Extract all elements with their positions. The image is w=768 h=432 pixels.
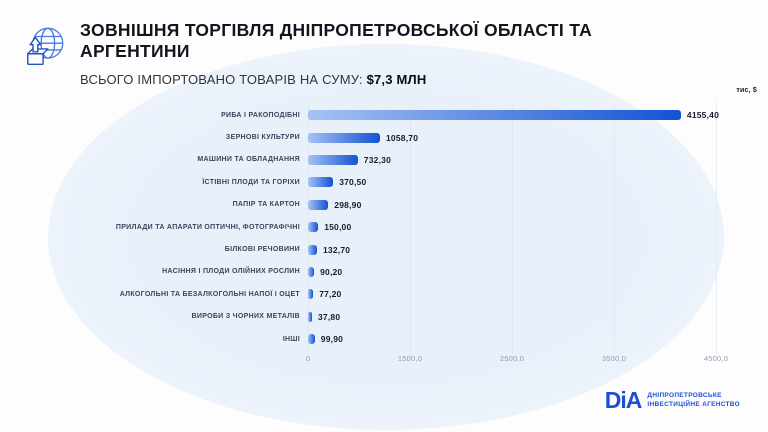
value-label: 1058,70 xyxy=(386,132,419,143)
bar-track: 132,70 xyxy=(308,238,768,260)
bar xyxy=(308,222,319,233)
bar xyxy=(308,199,329,210)
gridline xyxy=(716,102,717,354)
bar-row: ІНШІ 99,90 xyxy=(0,328,768,350)
axis-tick-label: 4500,0 xyxy=(703,354,729,364)
bar-chart: РИБА І РАКОПОДІБНІ 4155,40 ЗЕРНОВІ КУЛЬТУР… xyxy=(0,102,768,368)
bar-track: 37,80 xyxy=(308,306,768,328)
bar xyxy=(308,154,358,165)
value-label: 132,70 xyxy=(323,244,351,255)
value-label: 150,00 xyxy=(324,222,352,233)
gridline xyxy=(512,102,513,354)
dia-logo-text-line2: ІНВЕСТИЦІЙНЕ АГЕНСТВО xyxy=(647,400,740,408)
bar-track: 732,30 xyxy=(308,149,768,171)
bar-row: ЗЕРНОВІ КУЛЬТУРИ 1058,70 xyxy=(0,126,768,148)
axis-tick-label: 3500,0 xyxy=(601,354,627,364)
value-label: 77,20 xyxy=(319,289,342,300)
bar-row: ПРИЛАДИ ТА АПАРАТИ ОПТИЧНІ, ФОТОГРАФІЧНІ… xyxy=(0,216,768,238)
bar-row: БІЛКОВІ РЕЧОВИНИ 132,70 xyxy=(0,238,768,260)
category-label: ІНШІ xyxy=(282,335,300,343)
bar-row: АЛКОГОЛЬНІ ТА БЕЗАЛКОГОЛЬНІ НАПОЇ І ОЦЕТ… xyxy=(0,283,768,305)
value-label: 99,90 xyxy=(320,334,344,345)
bar xyxy=(308,289,314,300)
bar-track: 99,90 xyxy=(308,328,768,350)
value-label: 370,50 xyxy=(339,177,367,188)
category-label: ПАПІР ТА КАРТОН xyxy=(232,201,300,209)
dia-logo: DiA ДНІПРОПЕТРОВСЬКЕ ІНВЕСТИЦІЙНЕ АГЕНСТ… xyxy=(605,389,740,412)
bar-row: ВИРОБИ З ЧОРНИХ МЕТАЛІВ 37,80 xyxy=(0,306,768,328)
bar-row: РИБА І РАКОПОДІБНІ 4155,40 xyxy=(0,104,768,126)
bar-track: 90,20 xyxy=(308,261,768,283)
bar-track: 77,20 xyxy=(308,283,768,305)
axis-tick-label: 1500,0 xyxy=(397,354,423,364)
value-label: 4155,40 xyxy=(686,110,720,121)
bar-track: 4155,40 xyxy=(308,104,768,126)
bar xyxy=(308,110,681,121)
bar-track: 298,90 xyxy=(308,194,768,216)
category-label: РИБА І РАКОПОДІБНІ xyxy=(221,111,300,119)
category-label: ЇСТІВНІ ПЛОДИ ТА ГОРІХИ xyxy=(202,178,300,186)
category-label: ВИРОБИ З ЧОРНИХ МЕТАЛІВ xyxy=(191,313,300,321)
bar xyxy=(308,244,317,255)
bar-row: НАСІННЯ І ПЛОДИ ОЛІЙНИХ РОСЛИН 90,20 xyxy=(0,261,768,283)
gridline xyxy=(614,102,615,354)
bar xyxy=(308,177,334,188)
bar xyxy=(308,132,380,143)
background-blob xyxy=(48,44,724,430)
category-label: БІЛКОВІ РЕЧОВИНИ xyxy=(224,246,300,254)
category-label: ПРИЛАДИ ТА АПАРАТИ ОПТИЧНІ, ФОТОГРАФІЧНІ xyxy=(115,223,300,231)
value-label: 732,30 xyxy=(363,154,391,165)
bar xyxy=(308,266,315,277)
globe-trade-icon xyxy=(22,24,68,72)
dia-logo-text-line1: ДНІПРОПЕТРОВСЬКЕ xyxy=(647,392,722,400)
axis-tick-label: 2500,0 xyxy=(499,354,525,364)
axis-tick-label: 0 xyxy=(305,354,311,364)
subtitle-label: ВСЬОГО ІМПОРТОВАНО ТОВАРІВ НА СУМУ: xyxy=(80,71,363,87)
page-title: ЗОВНІШНЯ ТОРГІВЛЯ ДНІПРОПЕТРОВСЬКОЇ ОБЛА… xyxy=(80,20,593,62)
category-label: МАШИНИ ТА ОБЛАДНАННЯ xyxy=(197,156,300,164)
x-axis: 0 1500,0 2500,0 3500,0 4500,0 xyxy=(0,354,768,368)
bar-row: ПАПІР ТА КАРТОН 298,90 xyxy=(0,194,768,216)
bar xyxy=(308,334,315,345)
axis-unit-label: тис, $ xyxy=(736,87,757,94)
bar-row: ЇСТІВНІ ПЛОДИ ТА ГОРІХИ 370,50 xyxy=(0,171,768,193)
subtitle: ВСЬОГО ІМПОРТОВАНО ТОВАРІВ НА СУМУ: $7,3… xyxy=(80,72,680,87)
bar-track: 1058,70 xyxy=(308,126,768,148)
bar-track: 370,50 xyxy=(308,171,768,193)
dia-logo-text: ДНІПРОПЕТРОВСЬКЕ ІНВЕСТИЦІЙНЕ АГЕНСТВО xyxy=(647,392,740,408)
dia-logo-mark: DiA xyxy=(604,387,643,413)
value-label: 37,80 xyxy=(318,311,341,322)
bar-rows: РИБА І РАКОПОДІБНІ 4155,40 ЗЕРНОВІ КУЛЬТУР… xyxy=(0,104,768,350)
bar-row: МАШИНИ ТА ОБЛАДНАННЯ 732,30 xyxy=(0,149,768,171)
bar xyxy=(308,311,312,322)
category-label: ЗЕРНОВІ КУЛЬТУРИ xyxy=(225,134,300,142)
category-label: АЛКОГОЛЬНІ ТА БЕЗАЛКОГОЛЬНІ НАПОЇ І ОЦЕТ xyxy=(119,290,300,298)
header: ЗОВНІШНЯ ТОРГІВЛЯ ДНІПРОПЕТРОВСЬКОЇ ОБЛА… xyxy=(22,20,680,87)
bar-track: 150,00 xyxy=(308,216,768,238)
category-label: НАСІННЯ І ПЛОДИ ОЛІЙНИХ РОСЛИН xyxy=(162,268,300,276)
subtitle-total-value: $7,3 млн xyxy=(366,71,427,87)
gridline xyxy=(410,102,411,354)
value-label: 298,90 xyxy=(334,199,362,210)
value-label: 90,20 xyxy=(320,266,343,277)
